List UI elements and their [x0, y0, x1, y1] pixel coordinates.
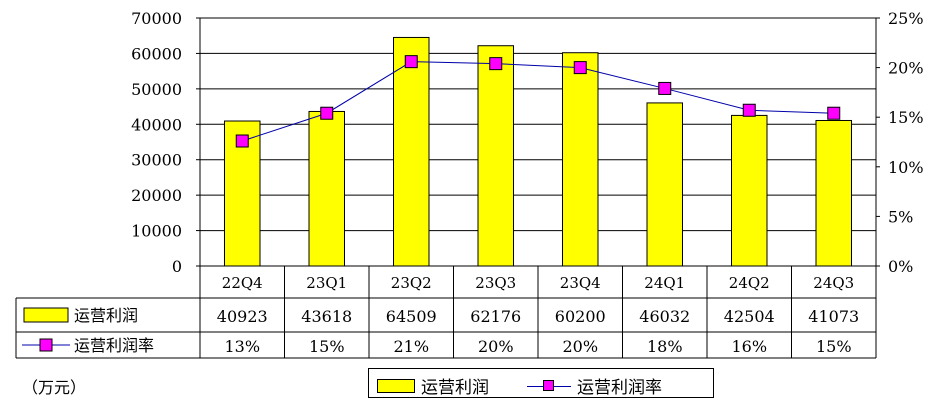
line-marker — [573, 61, 587, 75]
x-tick-label: 24Q2 — [729, 274, 770, 292]
y-left-tick-label: 0 — [172, 257, 182, 276]
y-left-tick-label: 60000 — [131, 44, 182, 63]
x-tick-label: 22Q4 — [222, 274, 263, 292]
y-right-tick-label: 10% — [888, 158, 924, 177]
y-left-tick-label: 50000 — [131, 80, 182, 99]
table-cell: 42504 — [724, 307, 775, 326]
line-marker — [489, 57, 503, 71]
x-tick-label: 23Q1 — [306, 274, 347, 292]
legend-item-line: 运营利润率 — [527, 373, 662, 398]
y-left-tick-label: 10000 — [131, 222, 182, 241]
table-cell: 64509 — [386, 307, 437, 326]
line-marker — [404, 55, 418, 69]
y-left-tick-label: 20000 — [131, 186, 182, 205]
line-marker — [742, 103, 756, 117]
x-tick-label: 24Q3 — [813, 274, 854, 292]
y-left-tick-label: 30000 — [131, 151, 182, 170]
x-tick-label: 24Q1 — [644, 274, 685, 292]
legend-label-bar: 运营利润 — [421, 378, 489, 398]
table-cell: 20% — [562, 337, 598, 356]
table-cell: 20% — [478, 337, 514, 356]
y-left-tick-label: 40000 — [131, 115, 182, 134]
table-bar-swatch — [23, 307, 69, 323]
plot-area — [199, 17, 877, 267]
table-cell: 41073 — [808, 307, 859, 326]
line-marker — [658, 81, 672, 95]
x-tick-label: 23Q2 — [391, 274, 432, 292]
legend-item-bar: 运营利润 — [377, 373, 489, 398]
table-row-label: 运营利润率 — [74, 336, 154, 355]
line-marker — [235, 134, 249, 148]
unit-label: （万元） — [22, 378, 87, 397]
bar — [393, 36, 430, 267]
table-cell: 62176 — [470, 307, 521, 326]
bar — [562, 52, 599, 267]
y-left-tick-label: 70000 — [131, 9, 182, 28]
x-tick-label: 23Q3 — [475, 274, 516, 292]
table-cell: 18% — [647, 337, 683, 356]
x-tick-label: 23Q4 — [560, 274, 601, 292]
table-cell: 46032 — [639, 307, 690, 326]
bar — [477, 45, 514, 267]
table-cell: 40923 — [217, 307, 268, 326]
legend-bar-swatch — [377, 378, 415, 393]
legend-line-swatch — [527, 379, 571, 393]
table-cell: 60200 — [555, 307, 606, 326]
bar — [731, 114, 768, 267]
table-marker-swatch — [39, 338, 53, 352]
legend: 运营利润 运营利润率 — [368, 368, 714, 398]
bar — [815, 119, 852, 267]
y-right-tick-label: 5% — [888, 207, 913, 226]
table-row-label: 运营利润 — [74, 306, 138, 325]
series-line — [242, 61, 834, 142]
bar — [308, 110, 345, 267]
bar — [646, 102, 683, 267]
table-cell: 16% — [731, 337, 767, 356]
y-right-tick-label: 0% — [888, 257, 913, 276]
y-right-tick-label: 15% — [888, 108, 924, 127]
table-cell: 15% — [309, 337, 345, 356]
table-cell: 21% — [393, 337, 429, 356]
table-cell: 43618 — [301, 307, 352, 326]
line-marker — [827, 106, 841, 120]
table-cell: 15% — [816, 337, 852, 356]
y-right-tick-label: 20% — [888, 59, 924, 78]
table-cell: 13% — [224, 337, 260, 356]
y-right-tick-label: 25% — [888, 9, 924, 28]
legend-label-line: 运营利润率 — [577, 378, 662, 398]
line-marker — [320, 106, 334, 120]
